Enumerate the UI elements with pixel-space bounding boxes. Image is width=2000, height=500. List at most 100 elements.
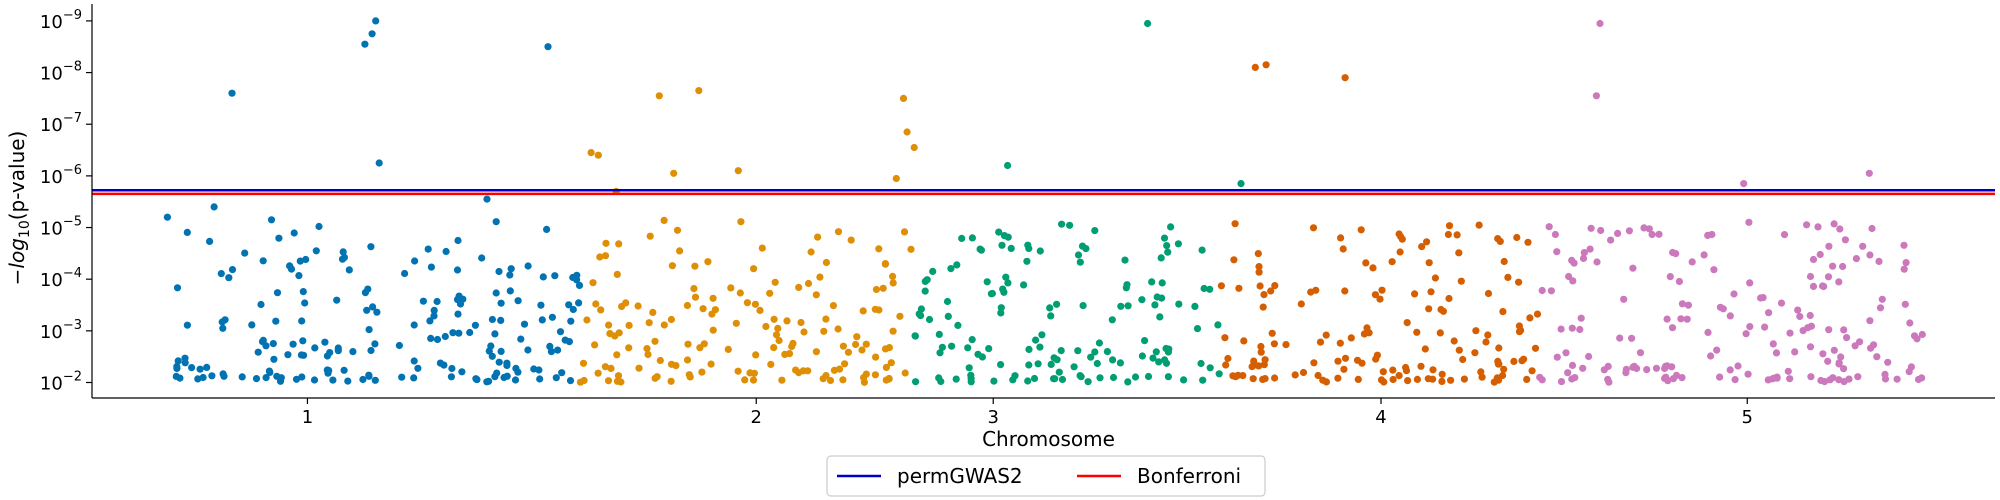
data-point [1716,373,1724,381]
data-point [1425,259,1433,267]
data-point [1271,374,1279,382]
data-point [419,297,427,305]
data-point [275,234,283,242]
data-point [1413,328,1421,336]
y-axis-label: −log10(p-value) [5,131,33,286]
data-point [1116,359,1124,367]
data-point [1820,282,1828,291]
data-point [567,317,575,325]
data-point [1199,376,1207,384]
data-point [812,348,821,356]
data-point [591,341,599,349]
data-point [602,239,610,247]
significant-point [734,167,742,175]
data-point [1200,284,1208,293]
data-point [1198,246,1206,254]
y-tick-label: 10−7 [40,111,82,136]
data-point [936,349,944,357]
data-point [707,360,715,368]
data-point [1096,374,1104,382]
data-point [1513,233,1521,242]
data-point [491,330,499,338]
data-point [820,327,828,335]
data-point [1547,287,1555,295]
data-point [1051,375,1059,383]
data-point [299,288,307,296]
data-point [816,273,824,281]
data-point [1500,257,1508,266]
data-point [1825,242,1833,250]
data-point [1704,328,1712,336]
data-point [736,289,744,297]
data-point [1079,302,1087,310]
data-point [925,315,934,324]
data-point [734,367,742,375]
data-point [1000,232,1009,240]
data-point [241,249,249,257]
data-point [1746,323,1754,331]
data-point [1058,375,1067,384]
data-point [430,306,438,314]
data-point [1036,343,1044,351]
data-point [1267,287,1275,295]
data-point [1854,373,1862,381]
data-point [778,376,786,384]
data-point [1482,338,1490,346]
data-point [1379,368,1387,376]
data-point [507,265,515,273]
data-point [262,374,270,382]
data-point [219,370,227,378]
data-point [456,300,465,308]
data-point [298,317,306,325]
data-point [1425,305,1433,313]
data-point [225,274,233,282]
data-point [1057,347,1065,355]
data-point [558,369,566,377]
data-point [503,361,511,369]
significant-point [1592,92,1600,100]
data-point [1206,364,1214,372]
data-point [889,327,897,335]
data-point [615,329,623,337]
data-point [1197,359,1205,368]
data-point [772,331,781,339]
data-point [365,326,373,334]
data-point [302,255,310,264]
data-point [625,344,633,352]
data-point [1371,291,1379,299]
data-point [1398,235,1406,243]
data-point [900,228,909,236]
data-point [1076,372,1084,380]
data-point [935,374,943,382]
data-point [1445,294,1453,303]
data-point [1162,344,1170,353]
data-point [882,363,891,371]
significant-point [1237,180,1245,188]
data-point [1907,363,1915,371]
data-point [1859,242,1867,250]
data-point [727,284,735,292]
data-point [667,377,675,385]
data-point [1597,226,1605,235]
data-point [1900,241,1908,249]
data-point [345,266,353,274]
data-point [743,299,752,307]
data-point [990,377,998,385]
data-point [1141,337,1149,345]
data-point [1837,353,1845,361]
data-point [1494,360,1502,368]
data-point [1023,257,1031,265]
data-point [1906,319,1914,327]
x-tick-label: 4 [1375,407,1386,428]
data-point [455,292,463,300]
data-point [524,346,532,354]
data-point [371,376,379,384]
data-point [1734,362,1742,370]
data-point [1438,370,1446,378]
data-point [506,271,514,279]
data-point [709,326,717,334]
data-point [683,356,692,364]
data-point [635,364,643,372]
data-point [1444,230,1452,239]
data-point [1217,282,1225,290]
